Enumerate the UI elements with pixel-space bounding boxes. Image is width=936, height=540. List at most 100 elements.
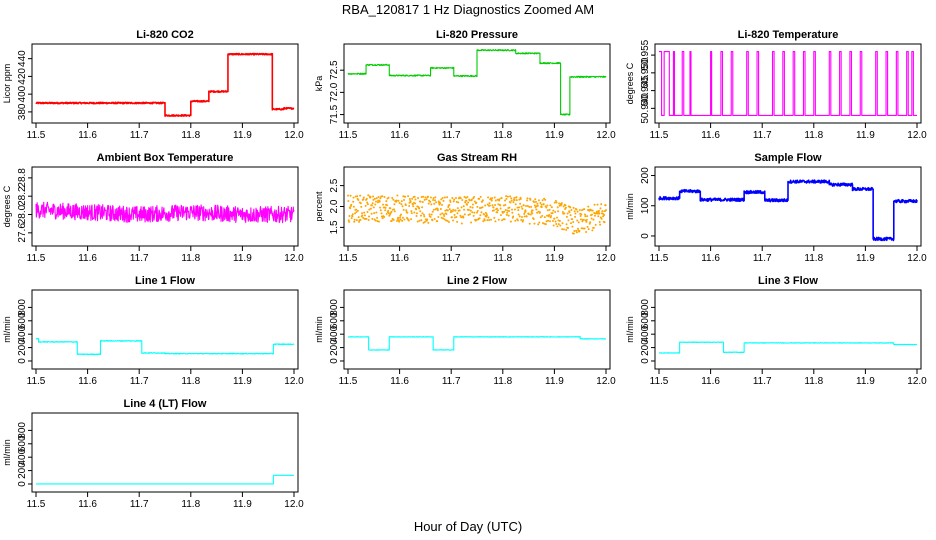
x-tick-label: 12.0 [907, 253, 927, 264]
data-point [460, 206, 463, 209]
y-tick-label: 72.0 [329, 82, 340, 102]
data-point [488, 202, 491, 205]
x-tick-label: 11.6 [390, 376, 409, 387]
data-point [491, 197, 494, 200]
data-point [382, 203, 385, 206]
data-point [377, 220, 380, 223]
panel-ylabel-sampleflow: ml/min [625, 193, 635, 220]
data-point [366, 210, 369, 213]
x-tick-label: 11.6 [390, 253, 409, 264]
data-point [555, 222, 558, 225]
data-point [496, 211, 499, 214]
x-tick-label: 11.6 [78, 499, 97, 510]
data-point [442, 199, 445, 202]
panel-title-rh: Gas Stream RH [437, 152, 517, 164]
data-point [561, 210, 564, 213]
data-point [598, 209, 600, 212]
data-point [398, 202, 401, 205]
data-point [494, 220, 497, 223]
data-point [563, 212, 566, 215]
data-point [498, 198, 501, 201]
data-point [533, 222, 536, 225]
data-point [450, 216, 453, 219]
data-point [443, 196, 446, 199]
data-point [350, 203, 353, 206]
x-tick-label: 11.5 [339, 130, 358, 141]
data-point [573, 229, 576, 232]
data-point [349, 207, 352, 210]
data-point [467, 201, 470, 204]
data-point [562, 228, 565, 231]
data-point [360, 205, 363, 208]
data-point [487, 196, 490, 199]
y-tick-label: 2.5 [329, 178, 340, 192]
data-point [553, 201, 556, 204]
x-tick-label: 11.6 [78, 376, 97, 387]
data-point [400, 200, 403, 203]
data-point [589, 221, 592, 224]
data-point [361, 214, 364, 217]
data-point [506, 195, 509, 198]
data-point [488, 204, 491, 207]
x-tick-label: 11.9 [545, 130, 564, 141]
data-point [504, 209, 507, 212]
data-point [490, 199, 493, 202]
data-point [418, 219, 421, 222]
data-point [565, 215, 568, 218]
data-point [554, 220, 557, 223]
y-tick-label: 600 [329, 312, 340, 329]
x-tick-label: 11.8 [493, 253, 512, 264]
data-point [534, 198, 537, 201]
data-point [470, 198, 473, 201]
data-point [379, 209, 382, 212]
data-point [555, 216, 558, 219]
data-point [569, 206, 572, 209]
figure-xlabel: Hour of Day (UTC) [414, 519, 522, 534]
data-point [432, 208, 435, 211]
y-tick-label: 420 [17, 68, 28, 85]
panel-line1: Line 1 Flow ml/min 11.5 11.6 11.7 11.8 11.9 12.… [2, 275, 304, 387]
data-point [546, 209, 549, 212]
data-point [368, 215, 371, 218]
data-point [587, 228, 590, 231]
data-point [393, 210, 396, 213]
data-point [591, 229, 594, 232]
x-tick-label: 11.7 [753, 376, 772, 387]
data-point [348, 220, 351, 223]
data-point [546, 204, 549, 207]
data-point [372, 206, 375, 209]
data-point [366, 203, 369, 206]
data-point [540, 206, 543, 209]
data-point [582, 227, 585, 230]
data-point [509, 220, 512, 223]
data-point [549, 204, 552, 207]
data-point [567, 219, 570, 222]
panel-title-line2: Line 2 Flow [447, 275, 507, 287]
data-point [599, 207, 602, 210]
data-point [453, 198, 456, 201]
data-point [492, 206, 495, 209]
data-point [593, 203, 596, 206]
y-tick-label: 50.955 [640, 39, 651, 70]
x-tick-label: 11.7 [753, 253, 772, 264]
data-point [448, 204, 451, 207]
data-point [547, 219, 550, 222]
x-tick-label: 12.0 [284, 130, 304, 141]
panel-title-pressure: Li-820 Pressure [436, 29, 518, 41]
y-tick-label: 200 [640, 339, 651, 356]
data-point [529, 213, 532, 216]
data-point [442, 217, 445, 220]
data-point [509, 201, 512, 204]
data-point [415, 208, 418, 211]
data-point [565, 223, 568, 226]
data-point [469, 205, 472, 208]
data-point [484, 204, 487, 207]
y-tick-label: 400 [329, 325, 340, 342]
panel-title-line1: Line 1 Flow [135, 275, 195, 287]
data-point [365, 217, 368, 220]
data-point [404, 204, 407, 207]
data-point [460, 222, 463, 225]
data-point [594, 223, 597, 226]
data-point [505, 195, 508, 198]
